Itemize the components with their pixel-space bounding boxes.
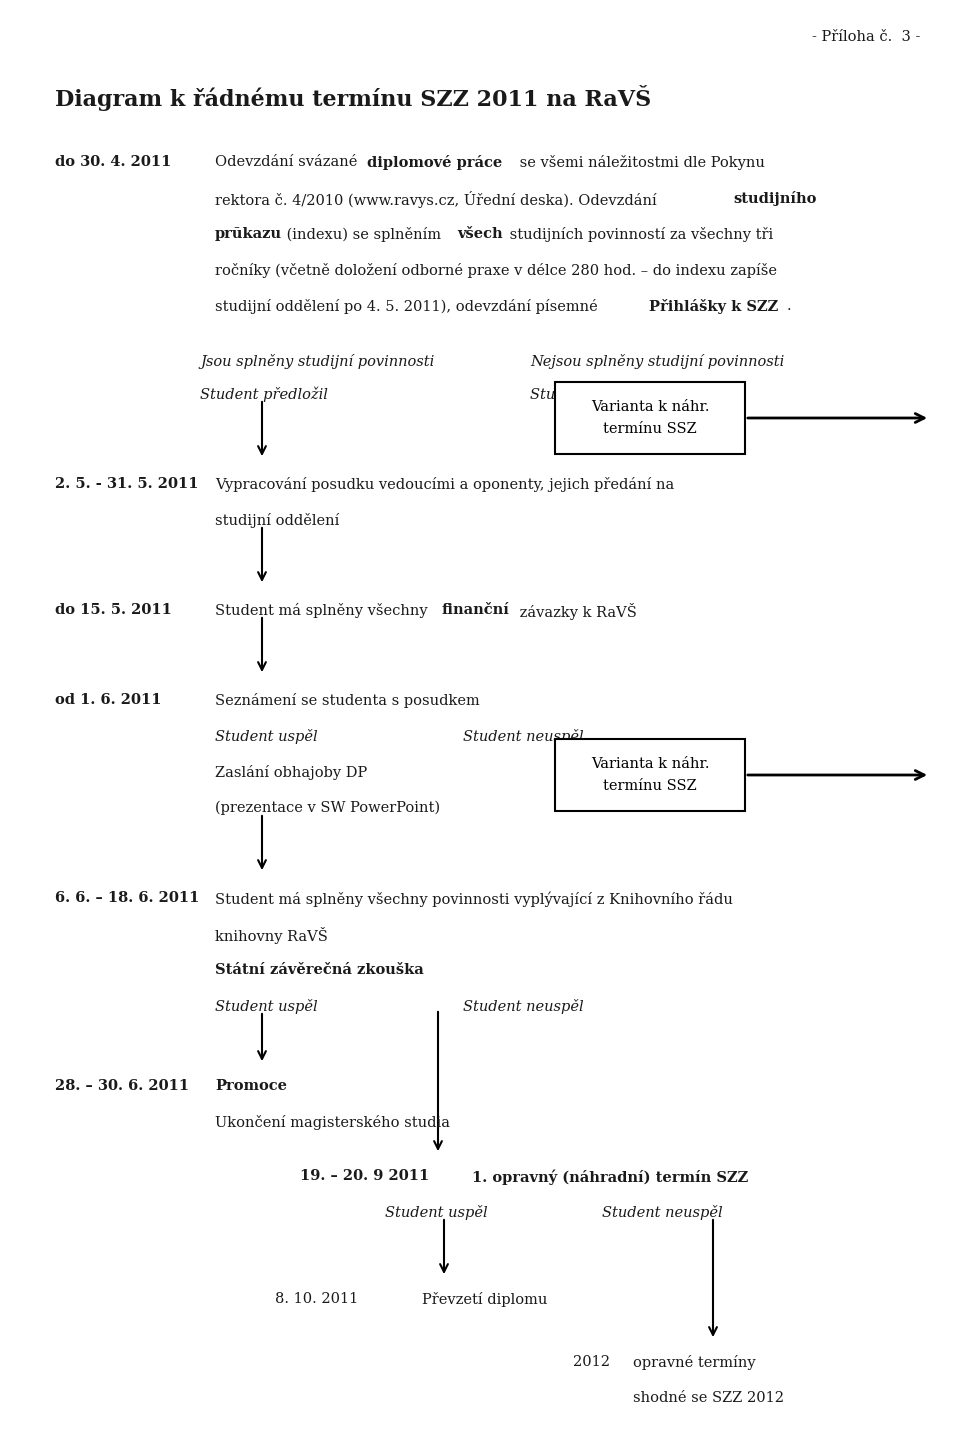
Text: 19. – 20. 9 2011: 19. – 20. 9 2011 (300, 1170, 429, 1183)
Text: shodné se SZZ 2012: shodné se SZZ 2012 (633, 1391, 784, 1405)
FancyBboxPatch shape (555, 383, 745, 453)
Text: Student neuspěl: Student neuspěl (463, 999, 584, 1014)
Text: Zaslání obhajoby DP: Zaslání obhajoby DP (215, 765, 368, 780)
Text: 8. 10. 2011: 8. 10. 2011 (275, 1292, 358, 1305)
Text: závazky k RaVŠ: závazky k RaVŠ (515, 604, 636, 619)
Text: prūkazu: prūkazu (215, 227, 282, 241)
Text: Student má splněny všechny: Student má splněny všechny (215, 604, 432, 618)
Text: se všemi náležitostmi dle Pokynu: se všemi náležitostmi dle Pokynu (515, 155, 765, 170)
Text: Student neuspěl: Student neuspěl (602, 1204, 723, 1220)
Text: Jsou splněny studijní povinnosti: Jsou splněny studijní povinnosti (200, 354, 434, 370)
Text: ročníky (včetně doložení odborné praxe v délce 280 hod. – do indexu zapíše: ročníky (včetně doložení odborné praxe v… (215, 263, 777, 279)
Text: Státní závěrečná zkouška: Státní závěrečná zkouška (215, 963, 423, 978)
Text: Nejsou splněny studijní povinnosti: Nejsou splněny studijní povinnosti (530, 354, 784, 370)
Text: finanční: finanční (442, 604, 510, 617)
Text: Student předložil: Student předložil (200, 387, 328, 403)
Text: rektora č. 4/2010 (www.ravys.cz, Úřední deska). Odevzdání: rektora č. 4/2010 (www.ravys.cz, Úřední … (215, 191, 661, 208)
Text: opravné termíny: opravné termíny (633, 1354, 756, 1370)
Text: termínu SSZ: termínu SSZ (603, 422, 697, 436)
Text: do 30. 4. 2011: do 30. 4. 2011 (55, 155, 172, 169)
Text: .: . (787, 299, 792, 313)
Text: Diagram k řádnému termínu SZZ 2011 na RaVŠ: Diagram k řádnému termínu SZZ 2011 na Ra… (55, 85, 651, 111)
Text: - Příloha č.  3 -: - Příloha č. 3 - (811, 30, 920, 43)
Text: Student uspěl: Student uspěl (385, 1204, 488, 1220)
Text: studijní oddělení: studijní oddělení (215, 513, 340, 529)
Text: 2012: 2012 (573, 1354, 610, 1369)
Text: termínu SSZ: termínu SSZ (603, 778, 697, 793)
Text: Seznámení se studenta s posudkem: Seznámení se studenta s posudkem (215, 693, 480, 708)
Text: 1. opravný (náhradní) termín SZZ: 1. opravný (náhradní) termín SZZ (472, 1170, 748, 1184)
Text: Promoce: Promoce (215, 1079, 287, 1093)
Text: Ukončení magisterského studia: Ukončení magisterského studia (215, 1115, 450, 1131)
Text: diplomové práce: diplomové práce (367, 155, 502, 170)
Text: všech: všech (457, 227, 503, 241)
Text: Student uspěl: Student uspěl (215, 999, 318, 1014)
Text: Student uspěl: Student uspěl (215, 729, 318, 744)
Text: Varianta k náhr.: Varianta k náhr. (590, 757, 709, 771)
Text: Přihlášky k SZZ: Přihlášky k SZZ (649, 299, 779, 313)
Text: Student nepředložil: Student nepředložil (530, 387, 676, 403)
Text: Vypracování posudku vedoucími a oponenty, jejich předání na: Vypracování posudku vedoucími a oponenty… (215, 477, 674, 492)
Text: studijního: studijního (733, 191, 816, 206)
Text: Varianta k náhr.: Varianta k náhr. (590, 400, 709, 414)
Text: 28. – 30. 6. 2011: 28. – 30. 6. 2011 (55, 1079, 189, 1093)
Text: studijní oddělení po 4. 5. 2011), odevzdání písemné: studijní oddělení po 4. 5. 2011), odevzd… (215, 299, 602, 313)
Text: Student má splněny všechny povinnosti vyplývající z Knihovního řádu: Student má splněny všechny povinnosti vy… (215, 891, 732, 907)
Text: do 15. 5. 2011: do 15. 5. 2011 (55, 604, 172, 617)
Text: Převzetí diplomu: Převzetí diplomu (422, 1292, 547, 1307)
FancyBboxPatch shape (555, 739, 745, 812)
Text: knihovny RaVŠ: knihovny RaVŠ (215, 927, 328, 944)
Text: (indexu) se splněním: (indexu) se splněním (282, 227, 445, 243)
Text: (prezentace v SW PowerPoint): (prezentace v SW PowerPoint) (215, 801, 440, 816)
Text: od 1. 6. 2011: od 1. 6. 2011 (55, 693, 161, 708)
Text: 6. 6. – 18. 6. 2011: 6. 6. – 18. 6. 2011 (55, 891, 200, 905)
Text: studijních povinností za všechny tři: studijních povinností za všechny tři (505, 227, 773, 243)
Text: Student neuspěl: Student neuspěl (463, 729, 584, 744)
Text: Odevzdání svázané: Odevzdání svázané (215, 155, 362, 169)
Text: 2. 5. - 31. 5. 2011: 2. 5. - 31. 5. 2011 (55, 477, 199, 491)
